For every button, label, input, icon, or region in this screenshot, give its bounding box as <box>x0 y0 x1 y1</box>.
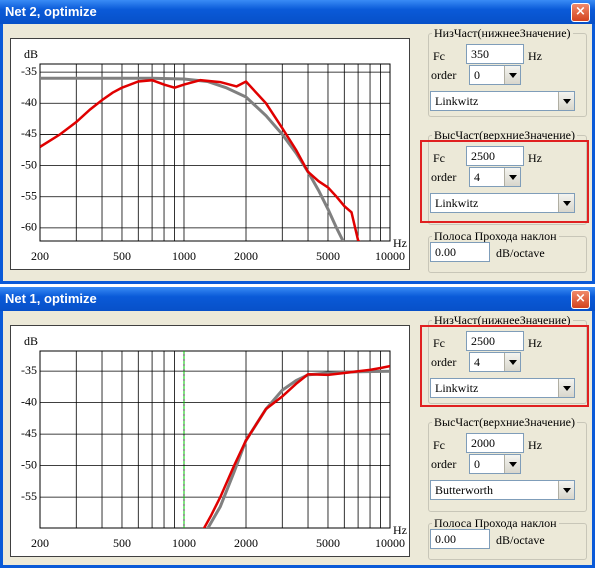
x-tick-label: 2000 <box>234 249 258 263</box>
x-tick-label: 500 <box>113 536 131 550</box>
x-tick-label: 1000 <box>172 536 196 550</box>
y-tick-label: -55 <box>21 489 37 503</box>
dropdown-button[interactable] <box>558 92 574 110</box>
fc-unit: Hz <box>528 336 542 350</box>
x-tick-label: 500 <box>113 249 131 263</box>
slope-unit: dB/octave <box>496 533 545 547</box>
y-tick-label: -35 <box>21 363 37 377</box>
y-axis-label: dB <box>24 47 38 61</box>
series-line <box>40 76 345 241</box>
y-tick-label: -60 <box>21 220 37 234</box>
title-bar: Net 2, optimize <box>0 0 595 24</box>
y-tick-label: -40 <box>21 394 37 408</box>
filter-select[interactable]: Butterworth <box>430 480 575 500</box>
x-tick-label: 10000 <box>375 536 405 550</box>
dropdown-button[interactable] <box>504 353 520 371</box>
filter-select[interactable]: Linkwitz <box>430 378 575 398</box>
x-tick-label: 200 <box>31 249 49 263</box>
y-tick-label: -50 <box>21 457 37 471</box>
y-tick-label: -35 <box>21 64 37 78</box>
slope-input[interactable]: 0.00 <box>430 529 490 549</box>
group-title: НизЧаст(нижнееЗначение) <box>432 313 573 327</box>
highlight-box <box>420 140 589 223</box>
dropdown-button[interactable] <box>558 379 574 397</box>
group-title: Полоса Прохода наклон <box>432 229 559 243</box>
fc-label: Fc <box>433 438 445 452</box>
dropdown-button[interactable] <box>504 455 520 473</box>
chart: -35 -40 -45 -50 -55 200 500 1000 2000 5000 10000 dB… <box>10 325 410 557</box>
fc-label: Fc <box>433 336 445 350</box>
dropdown-button[interactable] <box>558 194 574 212</box>
dropdown-button[interactable] <box>558 481 574 499</box>
close-button[interactable]: × <box>571 290 590 309</box>
series-line <box>40 78 361 241</box>
x-tick-label: 2000 <box>234 536 258 550</box>
x-tick-label: 1000 <box>172 249 196 263</box>
close-button[interactable]: × <box>571 3 590 22</box>
fc-unit: Hz <box>528 151 542 165</box>
fc-label: Fc <box>433 49 445 63</box>
fc-label: Fc <box>433 151 445 165</box>
fc-input[interactable]: 2500 <box>466 146 524 166</box>
chart: -35 -40 -45 -50 -55 -60 200 500 1000 2000 5000 1000… <box>10 38 410 270</box>
x-axis-label: Hz <box>393 236 407 250</box>
x-tick-label: 200 <box>31 536 49 550</box>
filter-select[interactable]: Linkwitz <box>430 193 575 213</box>
y-tick-label: -45 <box>21 426 37 440</box>
y-axis-label: dB <box>24 334 38 348</box>
series-line <box>202 364 390 528</box>
x-axis-label: Hz <box>393 523 407 537</box>
y-tick-label: -45 <box>21 126 37 140</box>
fc-unit: Hz <box>528 438 542 452</box>
slope-input[interactable]: 0.00 <box>430 242 490 262</box>
group-title: ВысЧаст(верхниеЗначение) <box>432 128 577 142</box>
order-label: order <box>431 68 457 82</box>
x-tick-label: 5000 <box>316 536 340 550</box>
x-tick-label: 5000 <box>316 249 340 263</box>
group-title: НизЧаст(нижнееЗначение) <box>432 26 573 40</box>
order-label: order <box>431 170 457 184</box>
slope-unit: dB/octave <box>496 246 545 260</box>
group-title: ВысЧаст(верхниеЗначение) <box>432 415 577 429</box>
y-tick-label: -40 <box>21 95 37 109</box>
fc-input[interactable]: 350 <box>466 44 524 64</box>
group-title: Полоса Прохода наклон <box>432 516 559 530</box>
plot-frame <box>39 350 391 529</box>
dropdown-button[interactable] <box>504 66 520 84</box>
x-tick-label: 10000 <box>375 249 405 263</box>
fc-unit: Hz <box>528 49 542 63</box>
title-bar: Net 1, optimize <box>0 287 595 311</box>
fc-input[interactable]: 2000 <box>466 433 524 453</box>
fc-input[interactable]: 2500 <box>466 331 524 351</box>
y-tick-label: -50 <box>21 157 37 171</box>
plot-frame <box>39 63 391 242</box>
y-tick-label: -55 <box>21 189 37 203</box>
dropdown-button[interactable] <box>504 168 520 186</box>
filter-select[interactable]: Linkwitz <box>430 91 575 111</box>
highlight-box <box>420 325 589 407</box>
order-label: order <box>431 355 457 369</box>
order-label: order <box>431 457 457 471</box>
chart-panel <box>10 38 410 270</box>
